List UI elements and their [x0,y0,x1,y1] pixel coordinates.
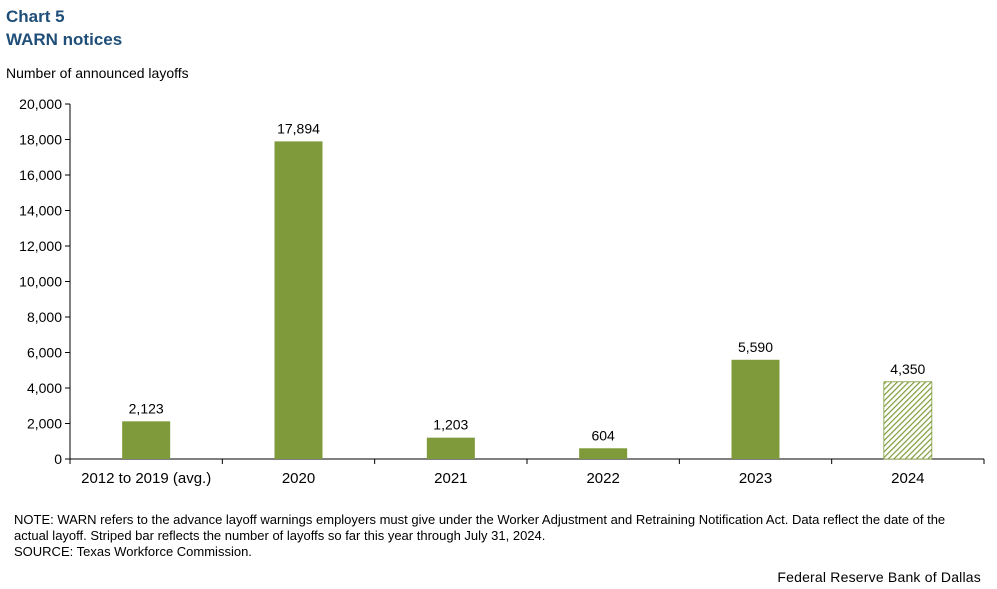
note-text: NOTE: WARN refers to the advance layoff … [14,512,946,543]
x-tick-label: 2020 [282,470,315,487]
x-tick-label: 2012 to 2019 (avg.) [81,470,211,487]
credit-text: Federal Reserve Bank of Dallas [777,569,981,585]
bar [579,448,628,459]
bar-data-labels: 2,123 17,894 1,203 604 5,590 4,350 [129,120,926,443]
bar-striped [883,381,933,460]
y-axis: 0 2,000 4,000 6,000 8,000 10,000 12,000 14,000 1… [19,96,71,467]
y-tick-label: 10,000 [19,274,62,290]
bar-data-label: 604 [591,427,615,443]
y-tick-label: 14,000 [19,203,62,219]
chart-notes: NOTE: WARN refers to the advance layoff … [14,512,974,560]
y-tick-label: 18,000 [19,132,62,148]
source-text: SOURCE: Texas Workforce Commission. [14,544,252,559]
bar-data-label: 2,123 [129,400,164,416]
y-tick-label: 12,000 [19,238,62,254]
y-tick-label: 0 [54,451,62,467]
x-tick-label: 2024 [891,470,924,487]
bar-data-label: 17,894 [277,120,320,136]
bar-data-label: 5,590 [738,339,773,355]
y-tick-label: 6,000 [27,345,62,361]
y-tick-label: 20,000 [19,96,62,112]
bar [426,437,475,459]
x-tick-label: 2021 [434,470,467,487]
y-axis-title: Number of announced layoffs [6,65,189,81]
bar-data-label: 4,350 [890,361,925,377]
bar-chart: 0 2,000 4,000 6,000 8,000 10,000 12,000 14,000 1… [19,96,985,487]
bar [274,141,323,459]
x-axis: 2012 to 2019 (avg.) 2020 2021 2022 2023 2024 [69,458,985,487]
bars [122,141,933,460]
y-tick-label: 16,000 [19,167,62,183]
x-tick-label: 2022 [586,470,619,487]
chart-title: WARN notices [6,30,123,49]
chart-number: Chart 5 [6,7,65,26]
y-tick-label: 2,000 [27,416,62,432]
x-tick-label: 2023 [739,470,772,487]
y-tick-label: 8,000 [27,309,62,325]
bar [731,359,780,459]
y-tick-label: 4,000 [27,380,62,396]
bar [122,421,171,459]
bar-data-label: 1,203 [433,417,468,433]
